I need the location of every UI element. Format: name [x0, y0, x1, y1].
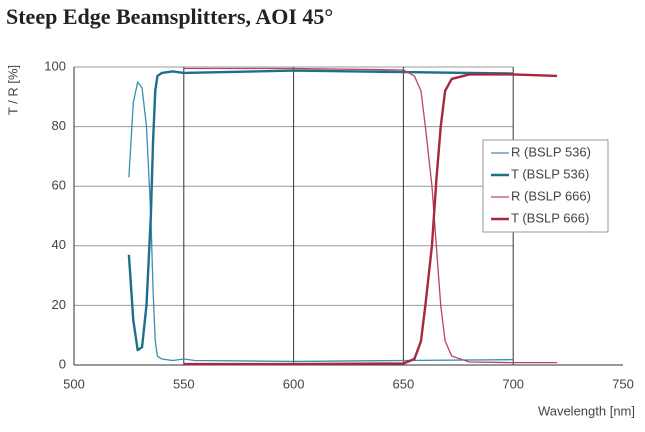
x-tick-label: 600	[283, 376, 305, 391]
legend-label: R (BSLP 536)	[511, 144, 591, 159]
legend-label: T (BSLP 536)	[511, 166, 589, 181]
y-tick-label: 100	[44, 58, 66, 73]
line	[183, 73, 558, 366]
y-tick-label: 0	[59, 356, 66, 371]
y-axis-label: T / R [%]	[5, 65, 20, 115]
y-tick-label: 60	[52, 178, 66, 193]
legend-box	[482, 139, 609, 233]
legend-label: R (BSLP 666)	[511, 188, 591, 203]
x-tick-label: 500	[63, 376, 85, 391]
y-tick-label: 20	[52, 297, 66, 312]
chart-title: Steep Edge Beamsplitters, AOI 45°	[6, 4, 333, 29]
legend-label: T (BSLP 666)	[511, 210, 589, 225]
y-tick-label: 80	[52, 118, 66, 133]
x-tick-label: 750	[612, 376, 634, 391]
x-axis-label: Wavelength [nm]	[538, 403, 635, 418]
line	[127, 69, 514, 352]
x-tick-label: 650	[393, 376, 415, 391]
line	[128, 81, 514, 363]
x-tick-label: 550	[173, 376, 195, 391]
x-tick-label: 700	[502, 376, 524, 391]
y-tick-label: 40	[52, 237, 66, 252]
